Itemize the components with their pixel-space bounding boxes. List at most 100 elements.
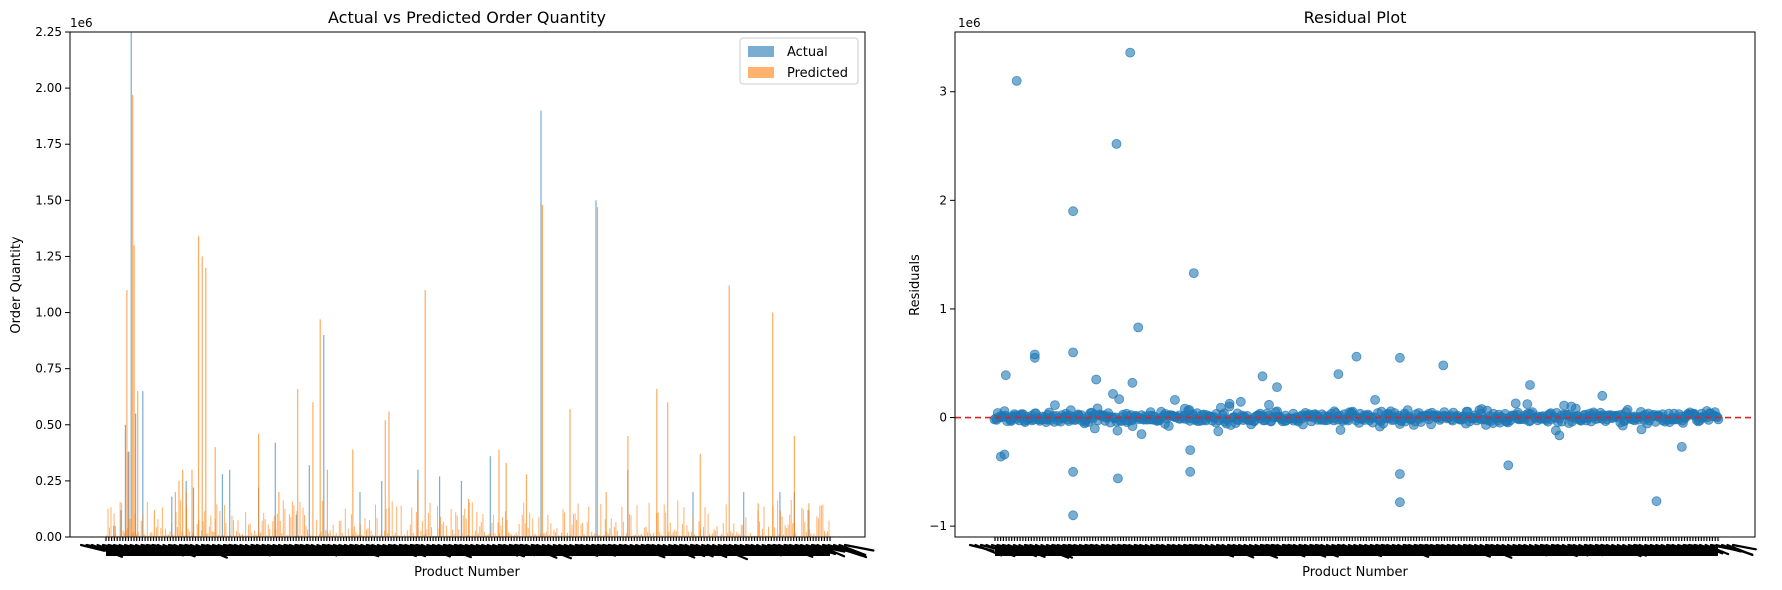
bar-predicted-18 xyxy=(297,388,299,537)
bar-predicted-base-207 xyxy=(418,535,420,537)
bar-x-tick-label-0 xyxy=(79,543,106,552)
residual-outlier-5 xyxy=(1133,322,1144,333)
bar-predicted-base-393 xyxy=(700,529,701,537)
bar-x-tick-labels-overlap xyxy=(106,546,830,556)
bar-predicted-base-450 xyxy=(786,528,788,537)
bar-predicted-base-465 xyxy=(808,529,810,537)
residual-outlier-29 xyxy=(1127,377,1138,388)
bar-predicted-base-179 xyxy=(376,518,378,537)
residual-outlier-22 xyxy=(1185,445,1196,456)
residual-outlier-12 xyxy=(1333,369,1344,380)
bar-predicted-base-401 xyxy=(712,533,714,537)
bar-predicted-base-256 xyxy=(492,514,494,537)
residual-outlier-8 xyxy=(1029,352,1040,363)
bar-predicted-base-215 xyxy=(431,527,432,537)
bar-predicted-base-114 xyxy=(278,535,280,537)
bar-predicted-8 xyxy=(178,480,180,537)
bar-predicted-base-289 xyxy=(542,533,544,537)
bar-predicted-30 xyxy=(525,474,528,537)
bar-predicted-base-32 xyxy=(154,535,156,537)
bar-predicted-base-58 xyxy=(193,535,195,537)
bar-predicted-base-260 xyxy=(499,533,500,537)
bar-predicted-base-66 xyxy=(205,534,207,537)
bar-predicted-base-205 xyxy=(415,512,417,537)
bar-predicted-base-142 xyxy=(320,531,322,537)
bar-predicted-base-145 xyxy=(325,529,327,537)
bar-y-tick-label-4: 1.00 xyxy=(35,306,62,320)
bar-predicted-base-427 xyxy=(751,535,753,537)
bar-predicted-base-117 xyxy=(282,500,284,537)
bar-predicted-base-199 xyxy=(406,530,408,537)
bar-predicted-base-400 xyxy=(710,535,712,537)
residual-point-105 xyxy=(1112,425,1123,436)
bar-series-predicted xyxy=(114,94,810,538)
bar-chart-legend: Actual Predicted xyxy=(739,37,859,85)
bar-predicted-base-411 xyxy=(727,532,729,537)
bar-predicted-base-248 xyxy=(480,522,482,537)
bar-predicted-base-41 xyxy=(168,534,169,537)
bar-predicted-base-162 xyxy=(350,514,352,537)
bar-predicted-base-396 xyxy=(704,507,706,537)
bar-predicted-base-242 xyxy=(471,502,473,537)
bar-predicted-base-28 xyxy=(148,535,150,537)
bar-actual-16 xyxy=(323,335,325,537)
bar-predicted-base-399 xyxy=(709,533,711,537)
bar-predicted-base-335 xyxy=(612,535,614,537)
bar-x-tick-label-138 xyxy=(838,543,867,557)
bar-predicted-base-316 xyxy=(583,534,585,537)
bar-predicted-base-408 xyxy=(722,523,724,537)
bar-predicted-base-171 xyxy=(364,518,366,537)
bar-predicted-base-439 xyxy=(769,535,771,537)
bar-predicted-base-26 xyxy=(145,535,147,537)
bar-predicted-16 xyxy=(258,433,260,537)
bar-predicted-31 xyxy=(541,204,543,538)
bar-predicted-base-201 xyxy=(409,524,411,537)
bar-predicted-1 xyxy=(126,290,128,537)
bar-predicted-base-383 xyxy=(684,535,686,537)
bar-actual-7 xyxy=(171,496,173,537)
bar-predicted-base-236 xyxy=(462,515,464,537)
bar-predicted-base-209 xyxy=(421,521,423,537)
bar-predicted-base-404 xyxy=(716,526,718,537)
bar-predicted-base-435 xyxy=(763,506,765,537)
bar-predicted-base-468 xyxy=(813,533,815,537)
bar-predicted-base-183 xyxy=(382,535,384,537)
bar-predicted-base-390 xyxy=(695,535,697,537)
residual-outlier-6 xyxy=(1068,347,1078,358)
bar-predicted-base-93 xyxy=(246,535,248,537)
bar-actual-11 xyxy=(229,469,231,537)
bar-predicted-base-297 xyxy=(554,532,556,537)
bar-predicted-base-123 xyxy=(291,501,293,537)
bar-predicted-base-456 xyxy=(795,533,797,537)
bar-predicted-base-218 xyxy=(435,535,437,537)
bar-predicted-base-151 xyxy=(334,535,336,537)
bar-predicted-base-410 xyxy=(725,504,727,537)
bar-predicted-base-11 xyxy=(122,530,124,537)
bar-predicted-base-192 xyxy=(396,506,398,537)
bar-predicted-base-415 xyxy=(733,523,735,537)
residual-plot-x-ticks xyxy=(968,537,1757,559)
bar-predicted-base-193 xyxy=(397,535,399,537)
bar-y-tick-label-3: 0.75 xyxy=(35,362,62,376)
residual-point-154 xyxy=(1170,394,1180,405)
bar-predicted-base-130 xyxy=(302,507,304,537)
bar-predicted-base-355 xyxy=(642,535,644,537)
bar-predicted-base-329 xyxy=(603,535,605,537)
bar-predicted-base-425 xyxy=(748,535,750,537)
legend-label-actual: Actual xyxy=(787,45,828,60)
bar-predicted-base-149 xyxy=(331,535,333,537)
residual-outlier-14 xyxy=(1272,382,1282,393)
bar-predicted-base-295 xyxy=(551,535,553,537)
bar-chart-y-offset-label: 1e6 xyxy=(70,16,93,30)
bar-predicted-base-245 xyxy=(476,512,478,537)
bar-predicted-base-249 xyxy=(482,514,484,537)
bar-predicted-base-161 xyxy=(349,535,351,537)
residual-y-tick-label-4: 3 xyxy=(939,85,947,99)
residual-point-85 xyxy=(1089,423,1100,434)
bar-predicted-base-72 xyxy=(214,518,216,537)
bar-predicted-base-163 xyxy=(352,534,354,537)
bar-predicted-base-234 xyxy=(459,535,461,537)
bar-series-predicted-base xyxy=(106,500,831,537)
bar-predicted-base-274 xyxy=(520,535,522,537)
bar-predicted-base-317 xyxy=(585,535,587,537)
